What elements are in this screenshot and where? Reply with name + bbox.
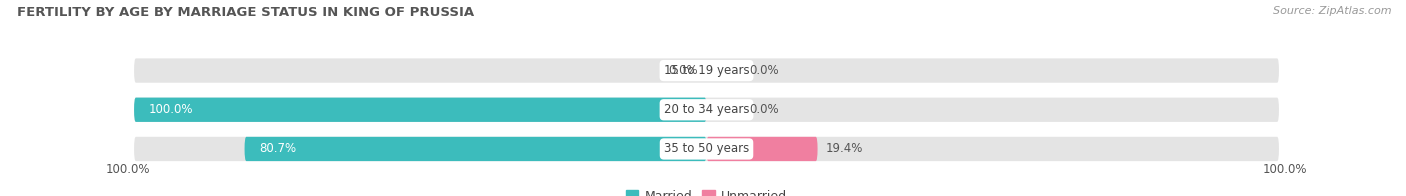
FancyBboxPatch shape xyxy=(245,137,707,161)
FancyBboxPatch shape xyxy=(134,58,1279,83)
Legend: Married, Unmarried: Married, Unmarried xyxy=(621,185,792,196)
Text: 0.0%: 0.0% xyxy=(668,64,697,77)
Text: 0.0%: 0.0% xyxy=(749,64,779,77)
Text: 100.0%: 100.0% xyxy=(1263,163,1308,176)
Text: 20 to 34 years: 20 to 34 years xyxy=(664,103,749,116)
Text: FERTILITY BY AGE BY MARRIAGE STATUS IN KING OF PRUSSIA: FERTILITY BY AGE BY MARRIAGE STATUS IN K… xyxy=(17,6,474,19)
Text: Source: ZipAtlas.com: Source: ZipAtlas.com xyxy=(1274,6,1392,16)
FancyBboxPatch shape xyxy=(134,98,707,122)
Text: 80.7%: 80.7% xyxy=(259,142,297,155)
FancyBboxPatch shape xyxy=(134,98,1279,122)
FancyBboxPatch shape xyxy=(707,137,817,161)
Text: 0.0%: 0.0% xyxy=(749,103,779,116)
Text: 35 to 50 years: 35 to 50 years xyxy=(664,142,749,155)
FancyBboxPatch shape xyxy=(134,137,1279,161)
Text: 100.0%: 100.0% xyxy=(149,103,193,116)
Text: 100.0%: 100.0% xyxy=(105,163,150,176)
Text: 19.4%: 19.4% xyxy=(827,142,863,155)
Text: 15 to 19 years: 15 to 19 years xyxy=(664,64,749,77)
